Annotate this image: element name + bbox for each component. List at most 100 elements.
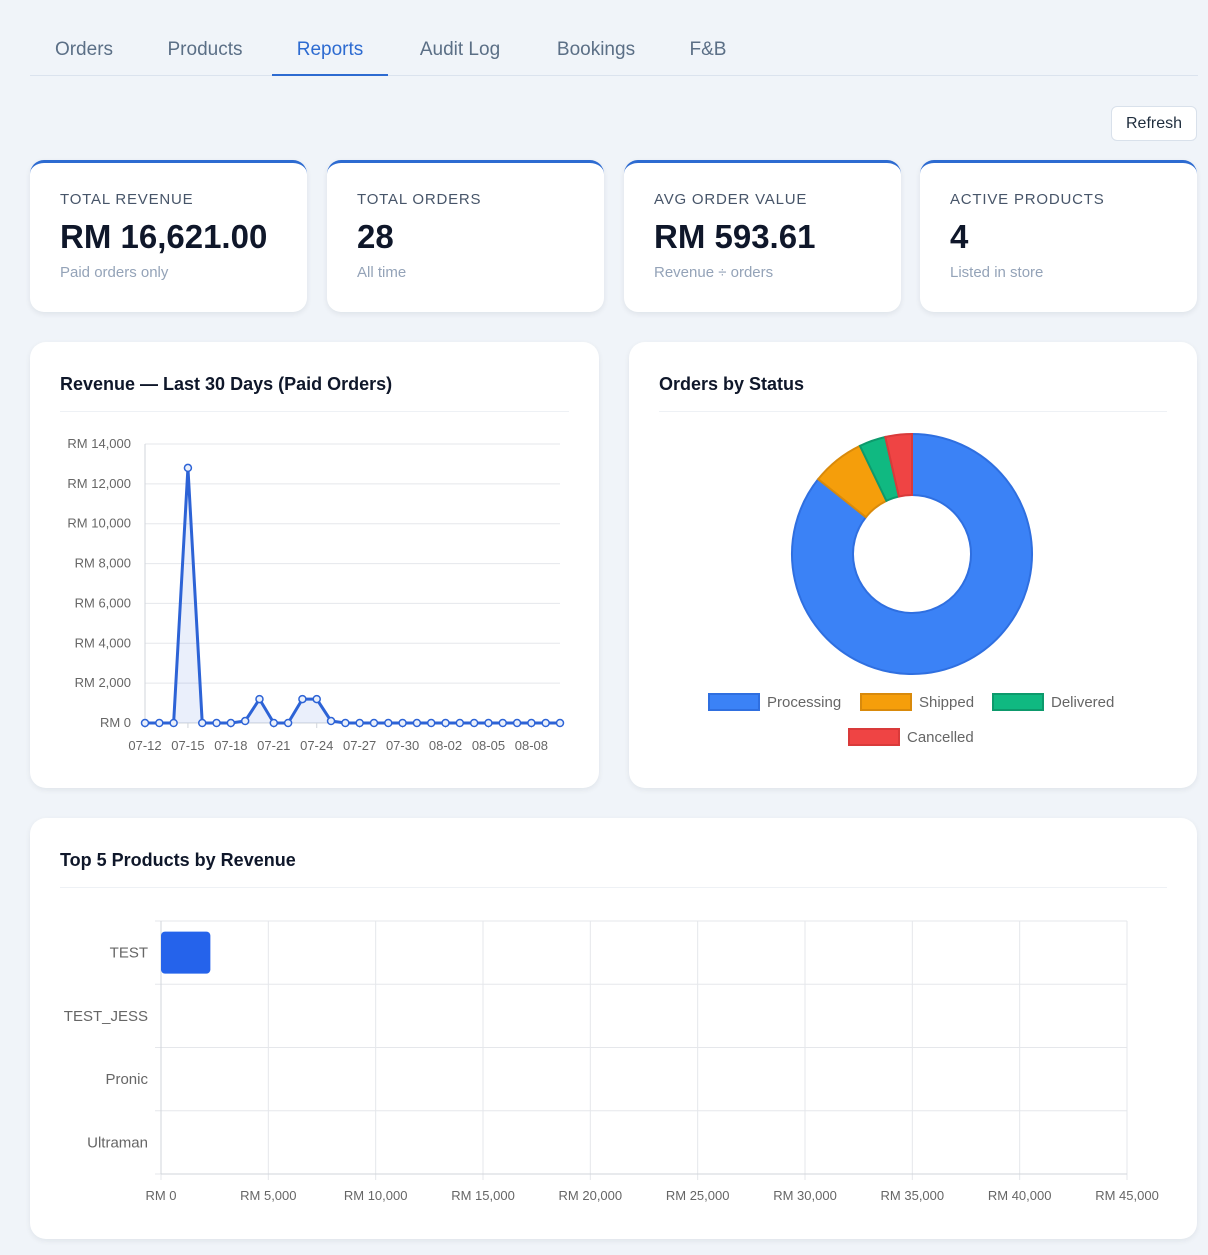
bar-test (161, 931, 211, 974)
x-tick-label: RM 45,000 (1095, 1188, 1159, 1203)
data-point (255, 694, 264, 704)
data-point (355, 718, 364, 728)
data-point (312, 694, 321, 704)
kpi-avg-order-value: AVG ORDER VALUE RM 593.61 Revenue ÷ orde… (624, 160, 901, 312)
legend-label: Cancelled (907, 729, 974, 746)
x-tick-label: 08-08 (515, 738, 548, 753)
kpi-value: RM 593.61 (654, 218, 816, 255)
tab-reports[interactable]: Reports (272, 26, 388, 76)
x-tick-label: RM 25,000 (666, 1188, 730, 1203)
data-point (512, 718, 522, 728)
revenue-line-chart: RM 0 RM 2,000 RM 4,000 RM 6,000 RM 8,000 RM 1… (67, 436, 565, 753)
revenue-series-line (145, 466, 560, 725)
kpi-value: 4 (950, 218, 969, 255)
kpi-subtext: Listed in store (950, 264, 1044, 281)
data-point (283, 718, 293, 728)
data-point (484, 718, 493, 728)
data-point (498, 718, 508, 728)
x-tick-label: RM 5,000 (240, 1188, 296, 1203)
data-point (369, 718, 379, 728)
data-point (555, 718, 565, 728)
divider (659, 411, 1167, 412)
y-tick-label: RM 2,000 (75, 675, 131, 690)
category-label: Pronic (105, 1071, 148, 1088)
category-label: TEST (110, 945, 148, 962)
status-chart-panel: Orders by Status Processing Shipped Delive… (629, 342, 1197, 788)
y-tick-label: RM 8,000 (75, 556, 131, 571)
x-tick-label: RM 15,000 (451, 1188, 515, 1203)
x-tick-label: RM 30,000 (773, 1188, 837, 1203)
tab-bookings[interactable]: Bookings (556, 39, 636, 60)
kpi-subtext: Paid orders only (60, 264, 169, 281)
divider (60, 887, 1167, 888)
y-tick-label: RM 12,000 (67, 476, 131, 491)
data-point (541, 718, 550, 728)
data-point (212, 718, 221, 728)
refresh-button[interactable]: Refresh (1111, 106, 1197, 141)
data-point (298, 694, 307, 704)
revenue-chart-title: Revenue — Last 30 Days (Paid Orders) (60, 374, 393, 394)
data-point (197, 718, 207, 728)
y-tick-label: RM 4,000 (75, 635, 131, 650)
x-tick-label: RM 10,000 (344, 1188, 408, 1203)
x-tick-label: 07-21 (257, 738, 290, 753)
data-point (240, 716, 250, 726)
tab-bar: Orders Products Reports Audit Log Bookin… (30, 26, 1198, 76)
status-donut-chart: Processing Shipped Delivered Cancelled (708, 432, 1114, 746)
data-point (326, 716, 336, 726)
data-point (341, 718, 350, 728)
tab-audit-log[interactable]: Audit Log (419, 39, 501, 60)
x-tick-label: RM 20,000 (559, 1188, 623, 1203)
kpi-total-orders: TOTAL ORDERS 28 All time (327, 160, 604, 312)
legend-label: Delivered (1051, 694, 1114, 711)
kpi-label: AVG ORDER VALUE (654, 191, 808, 208)
legend-swatch (860, 693, 912, 711)
tab-orders[interactable]: Orders (54, 39, 114, 60)
data-point (398, 718, 407, 728)
data-point (183, 463, 193, 473)
data-point (155, 718, 164, 728)
x-tick-label: RM 0 (145, 1188, 176, 1203)
tab-products[interactable]: Products (167, 39, 243, 60)
x-tick-label: 07-15 (171, 738, 204, 753)
data-point (426, 718, 436, 728)
data-point (455, 718, 465, 728)
data-point (226, 718, 236, 728)
kpi-value: 28 (357, 218, 394, 255)
divider (60, 411, 569, 412)
data-point (140, 718, 150, 728)
category-label: Ultraman (87, 1134, 148, 1151)
x-tick-label: RM 40,000 (988, 1188, 1052, 1203)
x-tick-label: 07-24 (300, 738, 333, 753)
data-point (441, 718, 450, 728)
legend-swatch (992, 693, 1044, 711)
y-tick-label: RM 0 (100, 715, 131, 730)
x-tick-label: 08-02 (429, 738, 462, 753)
x-tick-label: 08-05 (472, 738, 505, 753)
y-tick-label: RM 14,000 (67, 436, 131, 451)
kpi-label: TOTAL REVENUE (60, 191, 194, 208)
data-point (269, 718, 279, 728)
data-point (527, 718, 536, 728)
kpi-subtext: Revenue ÷ orders (654, 264, 774, 281)
top-products-bar-chart: RM 0 RM 5,000 RM 10,000 RM 15,000 RM 20,000 R… (64, 920, 1159, 1203)
x-tick-label: 07-12 (128, 738, 161, 753)
data-point (469, 718, 479, 728)
legend-label: Processing (767, 694, 841, 711)
legend-swatch (708, 693, 760, 711)
kpi-subtext: All time (357, 264, 407, 281)
kpi-label: ACTIVE PRODUCTS (950, 191, 1105, 208)
slice-processing (791, 432, 1033, 675)
category-label: TEST_JESS (64, 1008, 148, 1025)
data-point (384, 718, 393, 728)
kpi-label: TOTAL ORDERS (357, 191, 482, 208)
tab-fnb[interactable]: F&B (689, 39, 727, 60)
revenue-area (145, 467, 560, 723)
legend-label: Shipped (919, 694, 974, 711)
x-tick-label: 07-30 (386, 738, 419, 753)
top-products-panel: Top 5 Products by Revenue RM 0 RM 5,000 RM… (30, 818, 1197, 1239)
x-tick-label: RM 35,000 (881, 1188, 945, 1203)
kpi-active-products: ACTIVE PRODUCTS 4 Listed in store (920, 160, 1197, 312)
revenue-chart-panel: Revenue — Last 30 Days (Paid Orders) RM … (30, 342, 599, 788)
kpi-total-revenue: TOTAL REVENUE RM 16,621.00 Paid orders o… (30, 160, 307, 312)
